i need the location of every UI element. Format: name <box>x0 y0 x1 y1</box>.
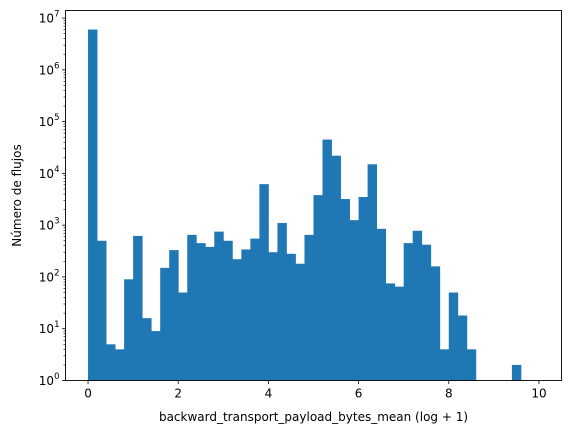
x-tick-label: 6 <box>355 387 363 401</box>
histogram-bar <box>160 267 170 381</box>
histogram-bar <box>106 344 116 381</box>
x-tick-label: 0 <box>84 387 92 401</box>
histogram-bar <box>385 283 396 381</box>
histogram-bar <box>151 331 161 381</box>
y-tick-label: 103 <box>39 217 60 233</box>
y-tick-label-exponent: 0 <box>54 372 59 382</box>
histogram-bar <box>232 259 242 381</box>
y-tick-label-exponent: 5 <box>54 113 59 123</box>
y-tick-label-base: 10 <box>39 63 54 77</box>
y-tick-label: 100 <box>39 372 60 388</box>
histogram-bar <box>511 364 522 381</box>
x-ticks: 0 2 4 6 8 10 <box>84 380 547 401</box>
histogram-bar <box>349 220 359 381</box>
y-tick-label: 106 <box>39 61 60 77</box>
histogram-bar <box>214 231 224 381</box>
histogram-bar <box>313 195 323 381</box>
histogram-bar <box>295 263 305 381</box>
histogram-bar <box>421 244 432 381</box>
y-tick-label: 102 <box>39 268 60 284</box>
histogram-bar <box>394 286 405 381</box>
y-tick-label-base: 10 <box>39 322 54 336</box>
y-tick-label: 101 <box>39 320 60 336</box>
histogram-bar <box>142 318 152 381</box>
histogram-bar <box>322 139 332 381</box>
histogram-bar <box>169 250 179 381</box>
y-axis-title: Número de flujos <box>10 144 24 246</box>
y-tick-label-base: 10 <box>39 374 54 388</box>
histogram-bar <box>376 228 387 381</box>
y-tick-label-exponent: 6 <box>54 61 59 71</box>
y-tick-label-base: 10 <box>39 12 54 26</box>
x-tick-label: 8 <box>445 387 453 401</box>
y-tick-label: 104 <box>39 165 60 181</box>
histogram-bar <box>205 246 215 381</box>
y-tick-label-exponent: 2 <box>54 268 59 278</box>
x-tick-label: 4 <box>265 387 273 401</box>
x-tick-label: 10 <box>531 387 546 401</box>
histogram-bar <box>187 234 197 381</box>
y-tick-label: 107 <box>39 10 60 26</box>
histogram-bar <box>115 349 125 381</box>
histogram-bar <box>340 199 350 381</box>
histogram-bar <box>430 266 441 381</box>
plot-frame <box>65 10 562 381</box>
histogram-bar <box>439 349 450 381</box>
histogram-bar <box>277 223 287 381</box>
y-tick-label: 105 <box>39 113 60 129</box>
histogram-bar <box>304 234 314 381</box>
y-tick-label-base: 10 <box>39 115 54 129</box>
histogram-bar <box>124 279 134 381</box>
histogram-bar <box>367 164 378 381</box>
bars <box>88 29 522 381</box>
histogram-bar <box>223 240 233 381</box>
histogram-bar <box>250 238 260 381</box>
x-axis-title: backward_transport_payload_bytes_mean (l… <box>159 410 468 424</box>
histogram-bar <box>88 29 98 381</box>
histogram-bar <box>196 243 206 381</box>
histogram-bar <box>448 292 459 381</box>
histogram-bar <box>331 155 341 381</box>
histogram-bar <box>259 184 269 381</box>
histogram-bar <box>133 235 143 381</box>
histogram-bar <box>97 240 107 381</box>
histogram-bar <box>178 292 188 381</box>
y-tick-label-exponent: 4 <box>54 165 59 175</box>
y-tick-label-base: 10 <box>39 270 54 284</box>
x-tick-label: 2 <box>174 387 182 401</box>
y-tick-label-exponent: 7 <box>54 10 59 20</box>
y-tick-label-base: 10 <box>39 167 54 181</box>
histogram-bar <box>466 349 477 381</box>
histogram-bar <box>412 230 423 381</box>
histogram-bar <box>286 253 296 381</box>
histogram-bar <box>403 243 414 381</box>
y-tick-label-exponent: 3 <box>54 217 59 227</box>
histogram-bar <box>241 249 251 381</box>
histogram-bar <box>268 252 278 381</box>
y-tick-label-exponent: 1 <box>54 320 59 330</box>
histogram-bar <box>358 197 369 381</box>
y-tick-label-base: 10 <box>39 219 54 233</box>
histogram-bar <box>457 315 468 381</box>
